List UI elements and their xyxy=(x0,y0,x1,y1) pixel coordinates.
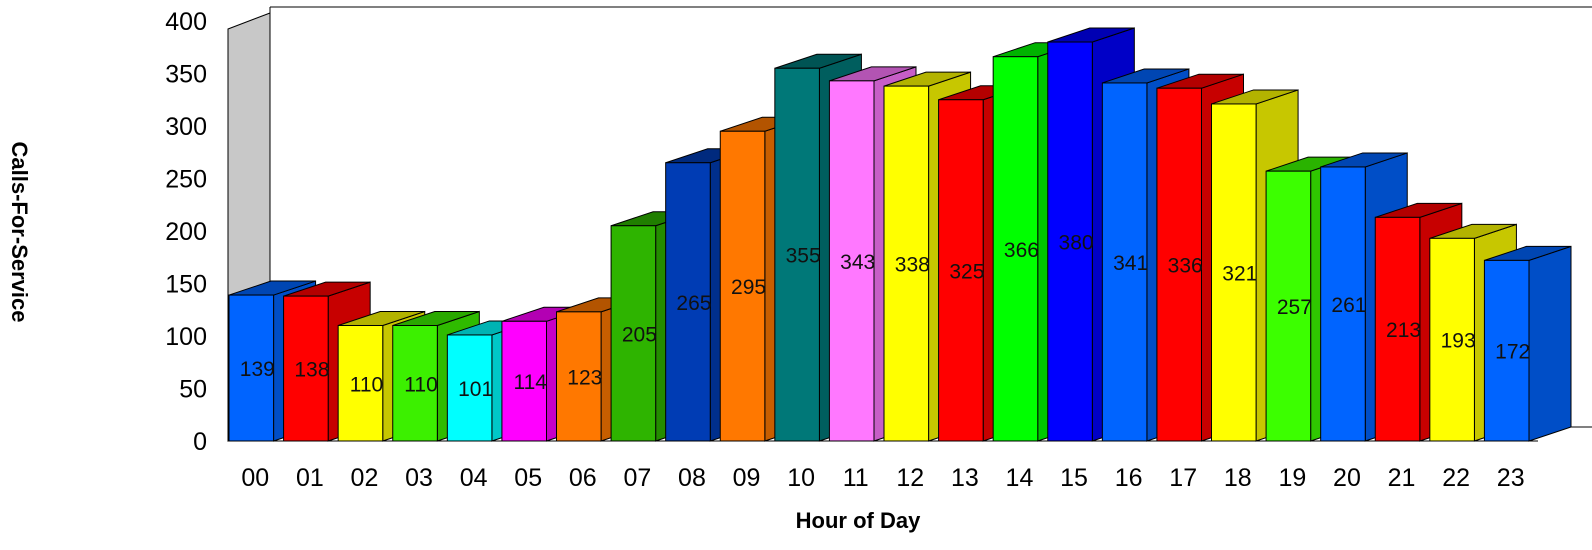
x-tick-label: 05 xyxy=(514,464,542,492)
x-tick-label: 17 xyxy=(1169,464,1197,492)
bar-value-label: 355 xyxy=(786,245,821,268)
bar-value-label: 321 xyxy=(1222,262,1257,285)
x-tick-label: 03 xyxy=(405,464,433,492)
bar-front xyxy=(501,320,547,442)
bar-front xyxy=(610,225,657,442)
bar-front xyxy=(1429,237,1475,442)
bar-front xyxy=(1374,216,1421,442)
x-tick-label: 13 xyxy=(951,464,979,492)
bar-value-label: 380 xyxy=(1059,232,1094,255)
bar-value-label: 343 xyxy=(840,251,875,274)
bar-front xyxy=(1047,41,1093,442)
bar-front xyxy=(1211,103,1257,442)
bar-value-label: 325 xyxy=(949,260,984,283)
bar-front xyxy=(228,294,275,442)
bar-front xyxy=(992,56,1039,442)
bar-value-label: 295 xyxy=(731,276,766,299)
bar-front xyxy=(719,130,766,442)
bar-front xyxy=(883,85,930,442)
y-tick-label: 0 xyxy=(193,428,207,456)
bar-front xyxy=(556,311,602,442)
x-tick-label: 21 xyxy=(1388,464,1416,492)
y-tick-label: 250 xyxy=(165,166,207,194)
y-tick-label: 150 xyxy=(165,271,207,299)
x-tick-label: 04 xyxy=(460,464,488,492)
bar-value-label: 261 xyxy=(1331,294,1366,317)
y-tick-label: 50 xyxy=(179,376,207,404)
bar-value-label: 338 xyxy=(895,254,930,277)
x-tick-label: 01 xyxy=(296,464,324,492)
bar-value-label: 138 xyxy=(294,359,329,382)
x-tick-label: 16 xyxy=(1115,464,1143,492)
x-tick-label: 19 xyxy=(1278,464,1306,492)
bar-front xyxy=(1483,259,1530,442)
bar-front xyxy=(828,80,875,442)
bar-front xyxy=(446,334,493,442)
y-tick-label: 200 xyxy=(165,218,207,246)
x-tick-label: 20 xyxy=(1333,464,1361,492)
bar-value-label: 265 xyxy=(676,292,711,315)
x-tick-label: 09 xyxy=(733,464,761,492)
y-axis-title: Calls-For-Service xyxy=(7,142,32,323)
bar: 172 xyxy=(1483,245,1572,442)
x-tick-label: 00 xyxy=(241,464,269,492)
bar-value-label: 114 xyxy=(513,371,547,394)
bar-value-label: 205 xyxy=(622,323,657,346)
bar-front xyxy=(1265,170,1312,442)
bar-front xyxy=(774,67,820,442)
x-tick-label: 15 xyxy=(1060,464,1088,492)
bar-front xyxy=(665,162,711,442)
y-tick-label: 400 xyxy=(165,8,207,36)
x-tick-label: 22 xyxy=(1442,464,1470,492)
bar-front xyxy=(1101,82,1148,442)
bar-value-label: 139 xyxy=(240,358,275,381)
y-tick-label: 100 xyxy=(165,323,207,351)
x-tick-label: 02 xyxy=(351,464,379,492)
x-axis-title: Hour of Day xyxy=(796,508,921,533)
bar-value-label: 123 xyxy=(567,366,602,389)
bar-front xyxy=(1320,166,1366,442)
bar-front xyxy=(337,325,384,442)
bar-side xyxy=(1528,245,1572,442)
x-tick-label: 14 xyxy=(1006,464,1034,492)
y-tick-label: 300 xyxy=(165,113,207,141)
bar-value-label: 110 xyxy=(404,373,437,396)
bar-value-label: 257 xyxy=(1277,296,1312,319)
y-axis-ticks: 0 50 100 150 200 250 300 350 400 xyxy=(165,8,207,456)
x-tick-label: 18 xyxy=(1224,464,1252,492)
bar-value-label: 172 xyxy=(1495,341,1530,364)
bar-front xyxy=(392,325,438,442)
x-tick-label: 10 xyxy=(787,464,815,492)
bar-value-label: 193 xyxy=(1441,330,1476,353)
x-tick-label: 06 xyxy=(569,464,597,492)
bars-group: 139 138 110 110 101 114 123 205 265 295 355 343 338 3… xyxy=(228,27,1572,442)
bar-front xyxy=(938,99,984,442)
x-tick-label: 08 xyxy=(678,464,706,492)
bar-front xyxy=(283,295,329,442)
x-tick-label: 11 xyxy=(843,464,869,492)
bar-value-label: 101 xyxy=(458,378,493,401)
bar-front xyxy=(1156,87,1202,442)
bar-value-label: 341 xyxy=(1113,252,1148,275)
y-tick-label: 350 xyxy=(165,61,207,89)
x-tick-label: 12 xyxy=(896,464,924,492)
bar-value-label: 213 xyxy=(1386,319,1421,342)
x-axis-ticks: 00 01 02 03 04 05 06 07 08 09 10 11 12 13 14 15 16 17 18 19… xyxy=(241,464,1524,492)
x-tick-label: 07 xyxy=(623,464,651,492)
bar-value-label: 110 xyxy=(350,373,383,396)
bar-value-label: 366 xyxy=(1004,239,1039,262)
x-tick-label: 23 xyxy=(1497,464,1525,492)
bar-value-label: 336 xyxy=(1168,255,1203,278)
